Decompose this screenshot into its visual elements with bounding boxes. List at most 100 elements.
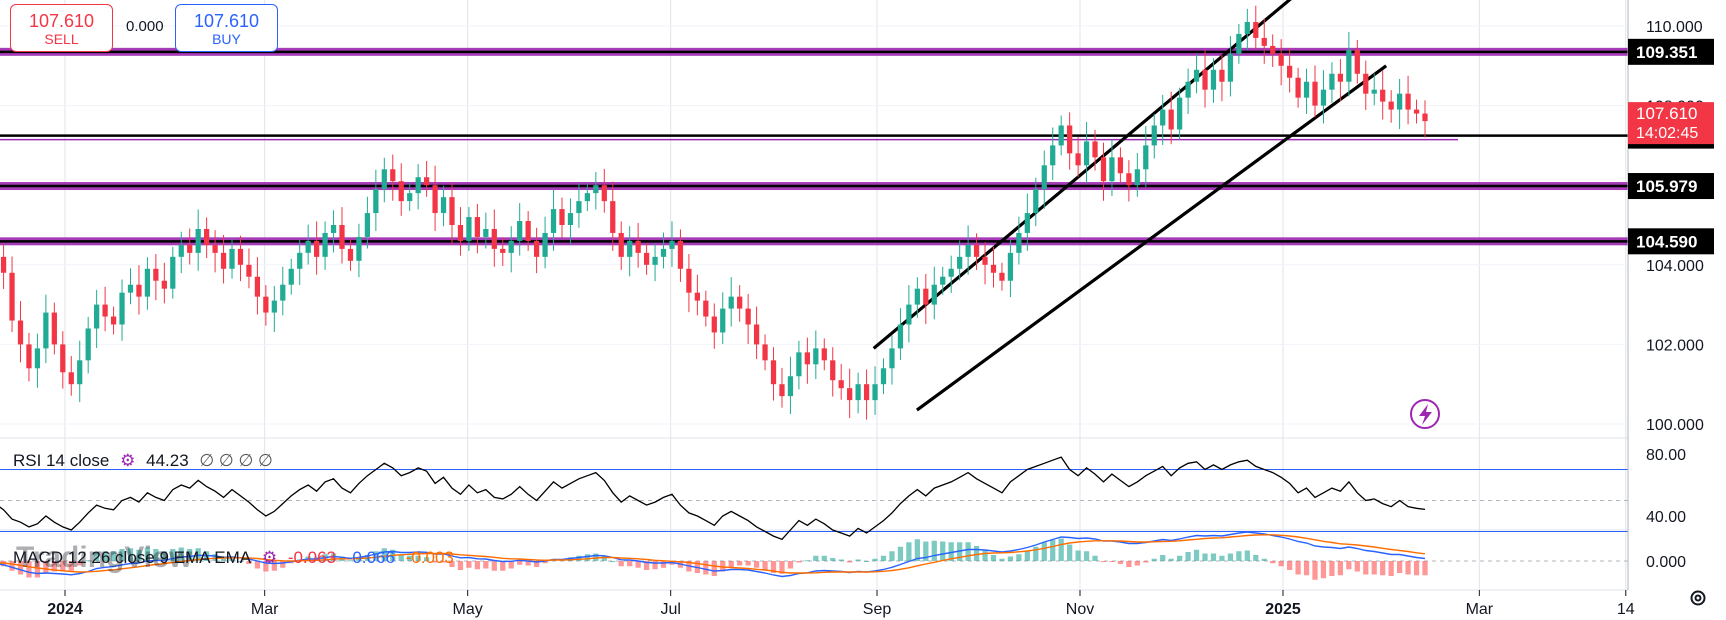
candle-body bbox=[863, 384, 870, 401]
rsi-pane bbox=[0, 456, 1628, 541]
macd-hist-bar bbox=[398, 554, 404, 561]
time-tick-label: Jul bbox=[660, 601, 680, 618]
candle-body bbox=[1202, 69, 1208, 90]
macd-hist-bar bbox=[1007, 556, 1014, 561]
rsi-line bbox=[0, 456, 1426, 541]
candle-body bbox=[1244, 22, 1250, 34]
candle-body bbox=[1109, 157, 1115, 182]
macd-eye-icon[interactable]: ⚙ bbox=[261, 548, 278, 567]
candle-body bbox=[1320, 89, 1327, 106]
candle-body bbox=[440, 197, 447, 214]
candle-body bbox=[119, 292, 125, 325]
candle-body bbox=[872, 384, 878, 401]
macd-hist-bar bbox=[271, 561, 277, 571]
macd-hist-bar bbox=[720, 561, 726, 572]
macd-hist-bar bbox=[1193, 549, 1200, 561]
axes: 100.000102.000104.000108.000110.00040.00… bbox=[47, 0, 1726, 620]
macd-hist-bar bbox=[931, 540, 937, 561]
candle-body bbox=[990, 264, 997, 273]
macd-hist-bar bbox=[1067, 544, 1073, 561]
candle-body bbox=[314, 240, 320, 257]
candle-body bbox=[1168, 109, 1174, 130]
macd-hist-bar bbox=[1354, 561, 1360, 572]
macd-hist-bar bbox=[618, 561, 624, 567]
macd-hist-bar bbox=[449, 561, 455, 567]
candle-body bbox=[550, 209, 557, 233]
macd-hist-bar bbox=[880, 555, 887, 561]
candle-body bbox=[1143, 145, 1149, 170]
candle-body bbox=[838, 380, 844, 389]
macd-hist-bar bbox=[1033, 546, 1039, 561]
candle-body bbox=[1033, 189, 1039, 214]
candle-body bbox=[161, 280, 167, 289]
macd-tick-label: 0.000 bbox=[1646, 554, 1686, 571]
price-tick-label: 110.000 bbox=[1646, 19, 1703, 36]
macd-hist-bar bbox=[940, 541, 946, 561]
macd-hist-bar bbox=[68, 561, 74, 571]
candle-body bbox=[1337, 73, 1344, 82]
candle-body bbox=[652, 256, 658, 265]
macd-hist-bar bbox=[119, 549, 125, 561]
candle-body bbox=[1100, 157, 1107, 182]
candle-body bbox=[1227, 53, 1234, 82]
macd-hist-bar bbox=[237, 561, 244, 562]
candle-body bbox=[373, 189, 379, 214]
candle-body bbox=[627, 240, 633, 257]
candle-body bbox=[737, 296, 743, 309]
signal-line bbox=[0, 534, 1426, 574]
candle-body bbox=[753, 324, 760, 345]
macd-hist-bar bbox=[1244, 550, 1250, 561]
macd-hist-bar bbox=[1100, 561, 1107, 562]
candle-body bbox=[923, 288, 929, 305]
macd-hist-bar bbox=[500, 561, 506, 571]
rsi-eye-icon[interactable]: ⚙ bbox=[120, 451, 136, 470]
candlestick-series bbox=[0, 5, 1428, 420]
macd-hist-bar bbox=[914, 539, 920, 561]
buy-button[interactable]: 107.610 BUY bbox=[175, 4, 278, 52]
candle-body bbox=[610, 201, 616, 233]
candle-body bbox=[533, 240, 540, 257]
time-tick-label: May bbox=[453, 601, 483, 618]
candle-body bbox=[762, 344, 768, 361]
macd-hist-bar bbox=[863, 561, 870, 562]
candle-body bbox=[330, 225, 337, 233]
candle-body bbox=[821, 348, 827, 361]
macd-hist-bar bbox=[1422, 561, 1428, 576]
macd-legend[interactable]: MACD 12 26 close 9 EMA EMA ⚙ -0.063 -0.0… bbox=[13, 548, 460, 568]
candle-body bbox=[643, 252, 650, 265]
candle-body bbox=[144, 268, 151, 297]
candle-body bbox=[407, 193, 413, 202]
macd-hist-bar bbox=[60, 561, 66, 571]
macd-hist-bar bbox=[1168, 558, 1174, 561]
candle-body bbox=[339, 225, 345, 249]
candle-body bbox=[1210, 69, 1217, 90]
candle-body bbox=[1312, 81, 1318, 106]
level-price-tag bbox=[1628, 173, 1714, 200]
candle-body bbox=[212, 244, 218, 253]
candle-body bbox=[711, 316, 717, 333]
candle-body bbox=[9, 272, 15, 321]
time-tick-label: Mar bbox=[1466, 601, 1494, 618]
macd-hist-bar bbox=[170, 549, 176, 561]
candle-body bbox=[508, 240, 514, 253]
macd-hist-bar bbox=[525, 561, 531, 566]
candle-body bbox=[728, 296, 734, 309]
macd-hist-value: -0.063 bbox=[287, 548, 337, 567]
candle-body bbox=[635, 240, 641, 253]
time-tick-label: Nov bbox=[1066, 601, 1094, 618]
candle-body bbox=[669, 240, 675, 249]
candle-body bbox=[85, 328, 91, 361]
sell-price: 107.610 bbox=[28, 11, 95, 31]
settings-gear-icon[interactable] bbox=[1688, 588, 1708, 608]
rsi-legend[interactable]: RSI 14 close ⚙ 44.23 ∅ ∅ ∅ ∅ bbox=[13, 451, 279, 471]
lightning-icon[interactable] bbox=[1410, 399, 1440, 429]
candle-body bbox=[466, 217, 472, 241]
candle-body bbox=[897, 324, 904, 349]
candle-body bbox=[500, 248, 506, 253]
macd-hist-bar bbox=[415, 555, 421, 561]
candle-body bbox=[153, 268, 159, 281]
macd-hist-bar bbox=[1363, 561, 1369, 575]
macd-hist-bar bbox=[1396, 561, 1403, 573]
sell-button[interactable]: 107.610 SELL bbox=[10, 4, 113, 52]
